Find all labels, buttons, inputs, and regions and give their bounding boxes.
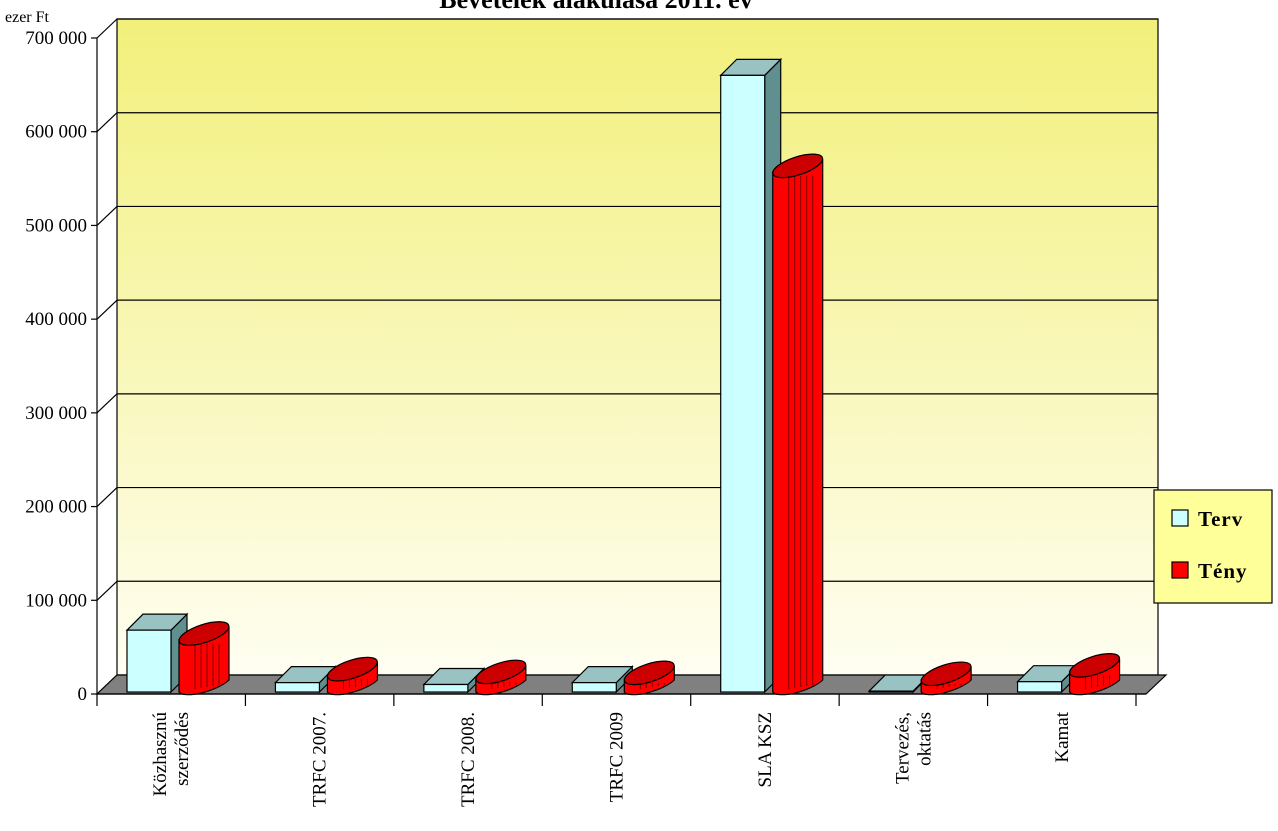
bar-teny bbox=[772, 153, 824, 696]
side-wall-line bbox=[96, 299, 118, 320]
bar-terv bbox=[125, 612, 189, 694]
bar-top bbox=[772, 153, 824, 179]
x-category-label: TRFC 2008. bbox=[458, 712, 479, 807]
y-tick-label: 300 000 bbox=[25, 403, 87, 424]
bar-top bbox=[920, 661, 972, 687]
y-tick-label: 100 000 bbox=[25, 590, 87, 611]
bar-top bbox=[1069, 653, 1121, 678]
bar-teny bbox=[475, 659, 527, 696]
legend: Terv Tény bbox=[1153, 489, 1273, 604]
side-wall-line bbox=[96, 18, 118, 39]
bar-teny bbox=[623, 660, 675, 696]
x-category-label: TRFC 2009 bbox=[607, 712, 628, 802]
y-tick-label: 700 000 bbox=[25, 28, 87, 49]
plot-back-wall bbox=[116, 18, 1159, 676]
bar-top bbox=[326, 656, 378, 682]
bar-teny bbox=[1068, 653, 1121, 696]
x-category-line: szerződés bbox=[172, 712, 193, 786]
bar-front bbox=[423, 683, 469, 693]
bar-terv bbox=[719, 57, 783, 694]
bar-teny bbox=[920, 661, 972, 696]
legend-swatch bbox=[1171, 561, 1189, 579]
y-tick-label: 400 000 bbox=[25, 309, 87, 330]
y-tick-label: 500 000 bbox=[25, 215, 87, 236]
bar-front bbox=[868, 690, 914, 693]
y-tick-label: 600 000 bbox=[25, 122, 87, 143]
bar-top bbox=[178, 621, 230, 646]
bar-front bbox=[720, 74, 766, 693]
side-wall-line bbox=[96, 112, 118, 133]
x-category-line: Kamat bbox=[1052, 711, 1073, 762]
x-category-line: Közhasznú bbox=[150, 712, 171, 797]
legend-label: Tény bbox=[1198, 559, 1248, 583]
bar-front bbox=[126, 629, 172, 693]
x-category-label: SLA KSZ bbox=[755, 712, 776, 788]
bar-front bbox=[1016, 681, 1063, 693]
legend-label: Terv bbox=[1198, 507, 1243, 531]
x-category-line: SLA KSZ bbox=[755, 712, 776, 788]
side-wall-line bbox=[96, 205, 118, 226]
bar-teny bbox=[178, 621, 230, 696]
x-category-line: Tervezés, bbox=[892, 712, 913, 784]
y-tick-label: 0 bbox=[78, 684, 88, 705]
chart-title: Bevételek alakulása 2011. év bbox=[439, 0, 752, 14]
x-category-label: Közhasznú szerződés bbox=[150, 712, 193, 797]
x-category-line: TRFC 2008. bbox=[458, 712, 479, 807]
y-tick-label: 200 000 bbox=[25, 497, 87, 518]
side-wall-line bbox=[96, 487, 118, 508]
y-axis-unit-label: ezer Ft bbox=[5, 9, 50, 26]
side-wall-line bbox=[96, 393, 118, 414]
bar-top bbox=[475, 659, 527, 685]
legend-box bbox=[1153, 489, 1273, 604]
x-category-line: TRFC 2009 bbox=[607, 712, 628, 802]
side-wall-line bbox=[96, 580, 118, 601]
bar-front bbox=[274, 682, 321, 693]
x-category-line: oktatás bbox=[914, 712, 935, 766]
legend-swatch bbox=[1171, 509, 1189, 527]
x-category-label: Kamat bbox=[1052, 711, 1073, 762]
x-category-line: TRFC 2007. bbox=[310, 712, 331, 807]
bar-body bbox=[772, 159, 824, 696]
bar-top bbox=[623, 660, 675, 686]
bar-teny bbox=[326, 656, 379, 696]
x-category-label: Tervezés, oktatás bbox=[892, 712, 935, 784]
x-category-label: TRFC 2007. bbox=[310, 712, 331, 807]
bar-front bbox=[571, 682, 617, 693]
